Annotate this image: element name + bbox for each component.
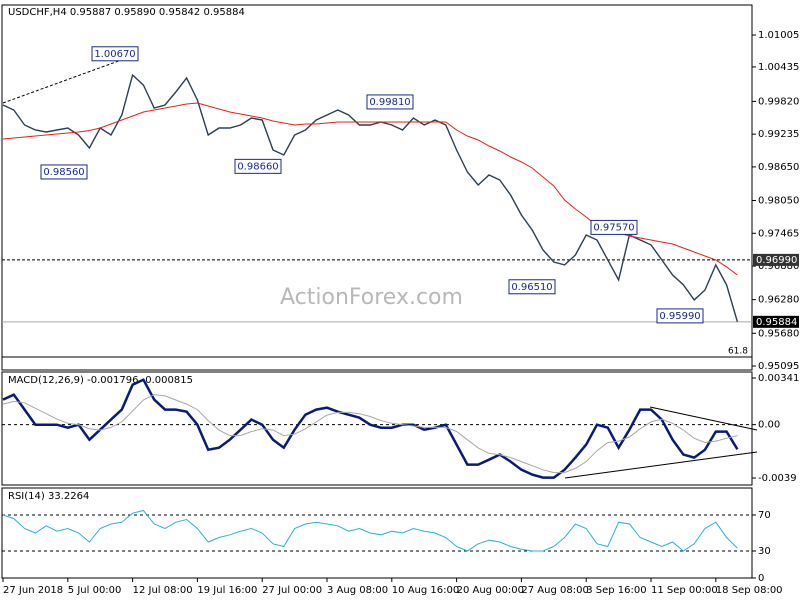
y-tick-label: 0.00 bbox=[758, 420, 780, 431]
watermark: ActionForex.com bbox=[280, 285, 463, 310]
annotation-label: 0.98560 bbox=[43, 167, 84, 178]
y-tick-label: 0.96280 bbox=[758, 295, 799, 306]
x-tick-label: 3 Sep 16:00 bbox=[586, 585, 646, 596]
x-tick-label: 27 Aug 08:00 bbox=[521, 585, 588, 596]
y-tick-label: 30 bbox=[758, 546, 771, 557]
series-line bbox=[2, 73, 739, 322]
y-tick-label: -0.0039 bbox=[758, 473, 797, 484]
series-line bbox=[2, 509, 738, 552]
price-box bbox=[753, 315, 799, 328]
y-tick-label: 0.99820 bbox=[758, 96, 799, 107]
price-panel bbox=[1, 4, 753, 371]
annotation-box bbox=[656, 308, 704, 324]
annotation-label: 0.95990 bbox=[659, 311, 700, 322]
level-box bbox=[753, 253, 799, 266]
y-tick-label: 0.95095 bbox=[758, 361, 799, 372]
annotation-label: 1.00670 bbox=[94, 49, 135, 60]
annotation-box bbox=[91, 46, 139, 62]
annotation-box bbox=[40, 164, 88, 180]
x-tick-label: 5 Jul 00:00 bbox=[68, 585, 122, 596]
y-tick-label: 0.96880 bbox=[758, 261, 799, 272]
trend-line bbox=[564, 451, 758, 479]
series-line bbox=[2, 378, 739, 479]
annotation-box bbox=[234, 158, 282, 174]
series-line bbox=[2, 102, 738, 276]
y-tick-label: 0.98650 bbox=[758, 162, 799, 173]
annotation-label: 0.97570 bbox=[593, 222, 634, 233]
y-tick-label: 1.01005 bbox=[758, 30, 799, 41]
annotation-label: 0.99810 bbox=[369, 97, 410, 108]
x-tick-label: 27 Jun 2018 bbox=[3, 585, 63, 596]
x-tick-label: 10 Aug 16:00 bbox=[392, 585, 459, 596]
x-tick-label: 12 Jul 08:00 bbox=[133, 585, 193, 596]
rsi-title: RSI(14) 33.2264 bbox=[8, 491, 89, 502]
x-tick-label: 11 Sep 00:00 bbox=[651, 585, 718, 596]
y-tick-label: 0.98050 bbox=[758, 196, 799, 207]
y-tick-label: 0.95680 bbox=[758, 328, 799, 339]
y-tick-label: 70 bbox=[758, 510, 771, 521]
y-tick-label: 0.97465 bbox=[758, 228, 799, 239]
annotation-label: 0.98660 bbox=[237, 161, 278, 172]
x-tick-label: 3 Aug 08:00 bbox=[327, 585, 388, 596]
annotation-box bbox=[366, 94, 414, 110]
y-tick-label: 0.003412 bbox=[758, 373, 800, 384]
x-tick-label: 18 Sep 08:00 bbox=[716, 585, 783, 596]
y-tick-label: 0 bbox=[758, 573, 764, 584]
y-tick-label: 1.00435 bbox=[758, 62, 799, 73]
y-tick-label: 0.99235 bbox=[758, 129, 799, 140]
series-line bbox=[2, 394, 738, 474]
fib-label: 61.8 bbox=[728, 346, 748, 356]
trend-line bbox=[2, 54, 136, 104]
x-tick-label: 27 Jul 00:00 bbox=[262, 585, 322, 596]
price-title: USDCHF,H4 0.95887 0.95890 0.95842 0.9588… bbox=[8, 7, 245, 18]
annotation-box bbox=[508, 279, 556, 295]
rsi-panel bbox=[1, 487, 753, 579]
x-tick-label: 19 Jul 16:00 bbox=[197, 585, 257, 596]
annotation-label: 0.96510 bbox=[511, 282, 552, 293]
trend-line bbox=[649, 406, 758, 431]
price-label: 0.95884 bbox=[756, 317, 797, 328]
x-tick-label: 20 Aug 00:00 bbox=[457, 585, 524, 596]
level-label: 0.96990 bbox=[756, 255, 797, 266]
macd-title: MACD(12,26,9) -0.001796 -0.000815 bbox=[8, 375, 193, 386]
annotation-box bbox=[590, 219, 638, 235]
